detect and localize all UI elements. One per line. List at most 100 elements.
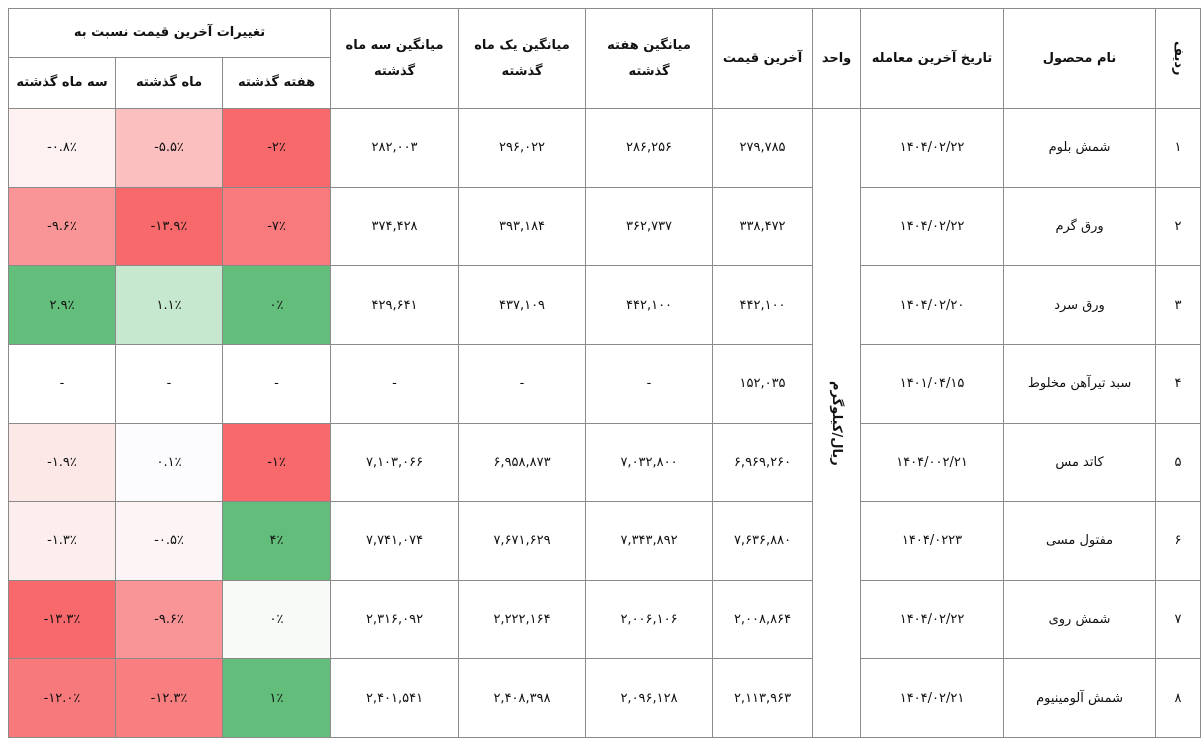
column-header: میانگین یک ماه گذشته — [458, 8, 587, 109]
unit-cell: ریال/کیلوگرم — [812, 108, 862, 738]
change-cell: -۱۲.۰٪ — [7, 658, 117, 738]
table-row: ۴ سبد تیرآهن مخلوط ۱۴۰۱/۰۴/۱۵ ۱۵۲,۰۳۵- - - - - - — [7, 343, 1202, 424]
table-cell: ۳۹۳,۱۸۴ — [458, 186, 587, 267]
table-cell: ۶,۹۶۹,۲۶۰ — [712, 422, 814, 503]
table-cell: ۴۴۲,۱۰۰ — [585, 265, 714, 345]
change-cell: -۲٪ — [222, 108, 332, 188]
table-cell: ۲,۰۰۸,۸۶۴ — [712, 579, 814, 660]
table-cell: ۱۴۰۴/۰۲/۲۲ — [860, 108, 1005, 188]
table-cell: ۲,۰۹۶,۱۲۸ — [585, 658, 714, 738]
change-cell: - — [115, 343, 224, 424]
table-cell: ۲۸۶,۲۵۶ — [585, 108, 714, 188]
change-cell: -۱۲.۳٪ — [115, 658, 224, 738]
table-cell: ۶,۹۵۸,۸۷۳ — [458, 422, 587, 503]
change-cell: -۱.۳٪ — [7, 501, 117, 581]
change-cell: -۷٪ — [222, 186, 332, 267]
table-cell: ۳ — [1155, 265, 1202, 345]
change-cell: -۵.۵٪ — [115, 108, 224, 188]
table-cell: ۷ — [1155, 579, 1202, 660]
change-cell: ۱.۱٪ — [115, 265, 224, 345]
table-row: ۸ شمش آلومینیوم ۱۴۰۴/۰۲/۲۱ ۲,۱۱۳,۹۶۳ ۲,۰۹۶,۱… — [7, 658, 1202, 738]
table-row: ۶ مفتول مسی ۱۴۰۴/۰۲۲۳ ۷,۶۳۶,۸۸۰ ۷,۳۴۳,۸۹۲ ۷,۶… — [7, 501, 1202, 581]
column-header: تاریخ آخرین معامله — [860, 8, 1005, 109]
change-cell: ۲.۹٪ — [7, 265, 117, 345]
table-cell: ۱۴۰۴/۰۲/۲۲ — [860, 186, 1005, 267]
price-table: ردیف نام محصول تاریخ آخرین معامله واحد آخرین… — [7, 8, 1202, 738]
table-cell: ۷,۷۴۱,۰۷۴ — [330, 501, 460, 581]
column-header: میانگین سه ماه گذشته — [330, 8, 460, 109]
change-cell: ۰.۱٪ — [115, 422, 224, 503]
change-cell: -۹.۶٪ — [115, 579, 224, 660]
table-row: ۲ ورق گرم ۱۴۰۴/۰۲/۲۲ ۳۳۸,۴۷۲ ۳۶۲,۷۳۷ ۳۹۳,۱۸۴ ۳… — [7, 186, 1202, 267]
table-cell: ۲,۴۰۸,۳۹۸ — [458, 658, 587, 738]
product-name: کاتد مس — [1003, 422, 1157, 503]
table-cell: ۲۸۲,۰۰۳ — [330, 108, 460, 188]
table-cell: ۷,۶۳۶,۸۸۰ — [712, 501, 814, 581]
change-cell: -۱۳.۹٪ — [115, 186, 224, 267]
change-cell: -۱۳.۳٪ — [7, 579, 117, 660]
change-cell: ۰٪ — [222, 579, 332, 660]
column-header: میانگین هفته گذشته — [585, 8, 714, 109]
change-cell: -۰.۵٪ — [115, 501, 224, 581]
table-cell: ۱۴۰۱/۰۴/۱۵ — [860, 343, 1005, 424]
table-cell: ۳۷۴,۴۲۸ — [330, 186, 460, 267]
change-cell: ۰٪ — [222, 265, 332, 345]
table-cell: ۲۷۹,۷۸۵ — [712, 108, 814, 188]
product-name: ورق سرد — [1003, 265, 1157, 345]
column-header: ردیف — [1155, 8, 1202, 109]
table-row: ۵ کاتد مس ۱۴۰۴/۰۰۲/۲۱ ۶,۹۶۹,۲۶۰ ۷,۰۳۲,۸۰۰ ۶,۹… — [7, 422, 1202, 503]
table-cell: ۳۳۸,۴۷۲ — [712, 186, 814, 267]
table-cell: ۴۴۲,۱۰۰ — [712, 265, 814, 345]
table-cell: ۳۶۲,۷۳۷ — [585, 186, 714, 267]
table-cell: ۲ — [1155, 186, 1202, 267]
table-cell: ۱۵۲,۰۳۵ — [712, 343, 814, 424]
table-cell: ۷,۶۷۱,۶۲۹ — [458, 501, 587, 581]
product-name: ورق گرم — [1003, 186, 1157, 267]
header-row: هفته گذشته ماه گذشته سه ماه گذشته — [7, 57, 1201, 109]
table-cell: ۲,۲۲۲,۱۶۴ — [458, 579, 587, 660]
table-cell: ۲,۳۱۶,۰۹۲ — [330, 579, 460, 660]
column-header: نام محصول — [1003, 8, 1157, 109]
table-cell: ۱۴۰۴/۰۲/۲۰ — [860, 265, 1005, 345]
table-cell: ۱۴۰۴/۰۲/۲۱ — [860, 658, 1005, 738]
table-row: ۷ شمش روی ۱۴۰۴/۰۲/۲۲ ۲,۰۰۸,۸۶۴ ۲,۰۰۶,۱۰۶ ۲,۲۲… — [7, 579, 1202, 660]
table-cell: ۲,۱۱۳,۹۶۳ — [712, 658, 814, 738]
table-cell: ۷,۳۴۳,۸۹۲ — [585, 501, 714, 581]
table-cell: ۴ — [1155, 343, 1202, 424]
change-cell: - — [222, 343, 332, 424]
group-header: تغییرات آخرین قیمت نسبت به — [7, 8, 332, 58]
change-cell: -۱٪ — [222, 422, 332, 503]
table-row: ۱ شمش بلوم ۱۴۰۴/۰۲/۲۲ ریال/کیلوگرم ۲۷۹,۷۸۵ ۲۸… — [7, 108, 1202, 738]
table-cell: ۲,۴۰۱,۵۴۱ — [330, 658, 460, 738]
table-cell: ۵ — [1155, 422, 1202, 503]
column-header: ماه گذشته — [115, 57, 224, 109]
table-cell: - — [458, 343, 587, 424]
column-header: واحد — [812, 8, 862, 109]
table-cell: - — [585, 343, 714, 424]
change-cell: ۴٪ — [222, 501, 332, 581]
product-name: مفتول مسی — [1003, 501, 1157, 581]
table-cell: - — [330, 343, 460, 424]
column-header: سه ماه گذشته — [7, 57, 117, 109]
table-cell: ۷,۰۳۲,۸۰۰ — [585, 422, 714, 503]
change-cell: -۰.۸٪ — [7, 108, 117, 188]
change-cell: - — [7, 343, 117, 424]
column-header: آخرین قیمت — [712, 8, 814, 109]
table-cell: ۲,۰۰۶,۱۰۶ — [585, 579, 714, 660]
product-name: شمش آلومینیوم — [1003, 658, 1157, 738]
table-cell: ۲۹۶,۰۲۲ — [458, 108, 587, 188]
table-cell: ۶ — [1155, 501, 1202, 581]
header-row: ردیف نام محصول تاریخ آخرین معامله واحد آخرین… — [7, 8, 1202, 109]
change-cell: -۹.۶٪ — [7, 186, 117, 267]
table-cell: ۴۳۷,۱۰۹ — [458, 265, 587, 345]
table-cell: ۴۲۹,۶۴۱ — [330, 265, 460, 345]
table-cell: ۸ — [1155, 658, 1202, 738]
table-cell: ۱۴۰۴/۰۲۲۳ — [860, 501, 1005, 581]
table-cell: ۱۴۰۴/۰۲/۲۲ — [860, 579, 1005, 660]
table-cell: ۱ — [1155, 108, 1202, 188]
table-cell: ۱۴۰۴/۰۰۲/۲۱ — [860, 422, 1005, 503]
table-row: ۳ ورق سرد ۱۴۰۴/۰۲/۲۰ ۴۴۲,۱۰۰ ۴۴۲,۱۰۰ ۴۳۷,۱۰۹ ۴… — [7, 265, 1202, 345]
product-name: شمش روی — [1003, 579, 1157, 660]
table-cell: ۷,۱۰۳,۰۶۶ — [330, 422, 460, 503]
change-cell: ۱٪ — [222, 658, 332, 738]
